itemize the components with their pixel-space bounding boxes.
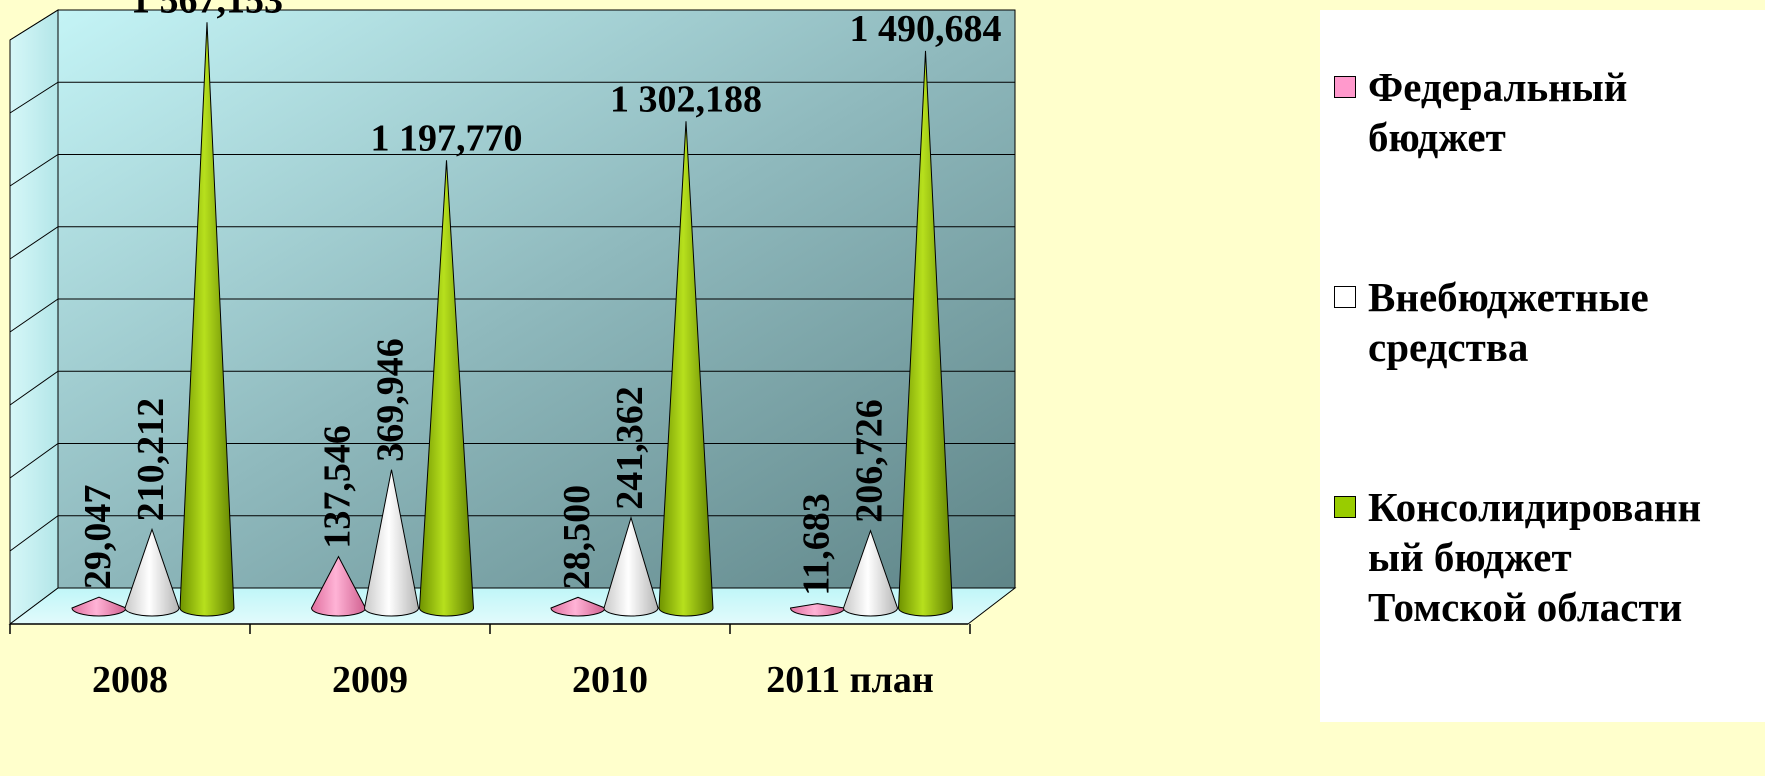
legend-label-federal: Федеральный бюджет <box>1368 64 1628 160</box>
legend-item-offbudget: Внебюджетные средства <box>1334 272 1763 372</box>
cone-consolidated <box>897 50 954 617</box>
cone-chart: 29,047 210,212 1 567,153 137,546 369,946 1 19… <box>8 0 1017 701</box>
legend-item-consolidated: Консолидированн ый бюджет Томской област… <box>1334 482 1763 632</box>
data-label: 28,500 <box>556 485 598 590</box>
data-labels: 29,047 210,212 1 567,153 137,546 369,946 1 19… <box>77 0 1002 596</box>
cone-offbudget <box>124 527 180 617</box>
data-label: 1 197,770 <box>371 117 523 159</box>
data-label: 369,946 <box>370 338 412 462</box>
gridline <box>9 226 1015 260</box>
legend-label-offbudget: Внебюджетные средства <box>1368 274 1649 370</box>
category-label: 2010 <box>572 659 648 701</box>
cone-consolidated <box>658 121 714 617</box>
legend: Федеральный бюджет Внебюджетные средства… <box>1320 10 1765 722</box>
gridline <box>9 154 1015 187</box>
category-label: 2011 план <box>766 659 934 701</box>
legend-label-consolidated: Консолидированн ый бюджет Томской област… <box>1368 484 1702 630</box>
data-label: 206,726 <box>849 399 891 523</box>
category-label: 2009 <box>332 659 408 701</box>
gridline <box>9 81 1015 114</box>
cone-marks <box>71 22 954 617</box>
category-labels: 2008 2009 2010 2011 план <box>92 659 934 701</box>
legend-swatch-federal <box>1334 76 1356 98</box>
legend-swatch-consolidated <box>1334 496 1356 518</box>
data-label: 11,683 <box>796 493 838 595</box>
data-label: 241,362 <box>609 386 651 510</box>
data-label: 210,212 <box>130 398 172 522</box>
chart-side-wall <box>9 9 59 625</box>
cone-offbudget <box>603 516 659 617</box>
legend-swatch-offbudget <box>1334 286 1356 308</box>
gridline <box>9 9 1015 41</box>
data-label: 1 567,153 <box>131 0 283 21</box>
data-label: 1 302,188 <box>610 78 762 120</box>
cone-offbudget <box>363 469 420 617</box>
cone-consolidated <box>418 160 475 617</box>
legend-item-federal: Федеральный бюджет <box>1334 62 1763 162</box>
cone-consolidated <box>179 22 235 617</box>
x-axis-ticks <box>9 624 971 634</box>
data-label: 1 490,684 <box>850 8 1002 50</box>
category-label: 2008 <box>92 659 168 701</box>
data-label: 29,047 <box>77 485 119 590</box>
cone-offbudget <box>842 529 899 617</box>
data-label: 137,546 <box>317 425 359 549</box>
